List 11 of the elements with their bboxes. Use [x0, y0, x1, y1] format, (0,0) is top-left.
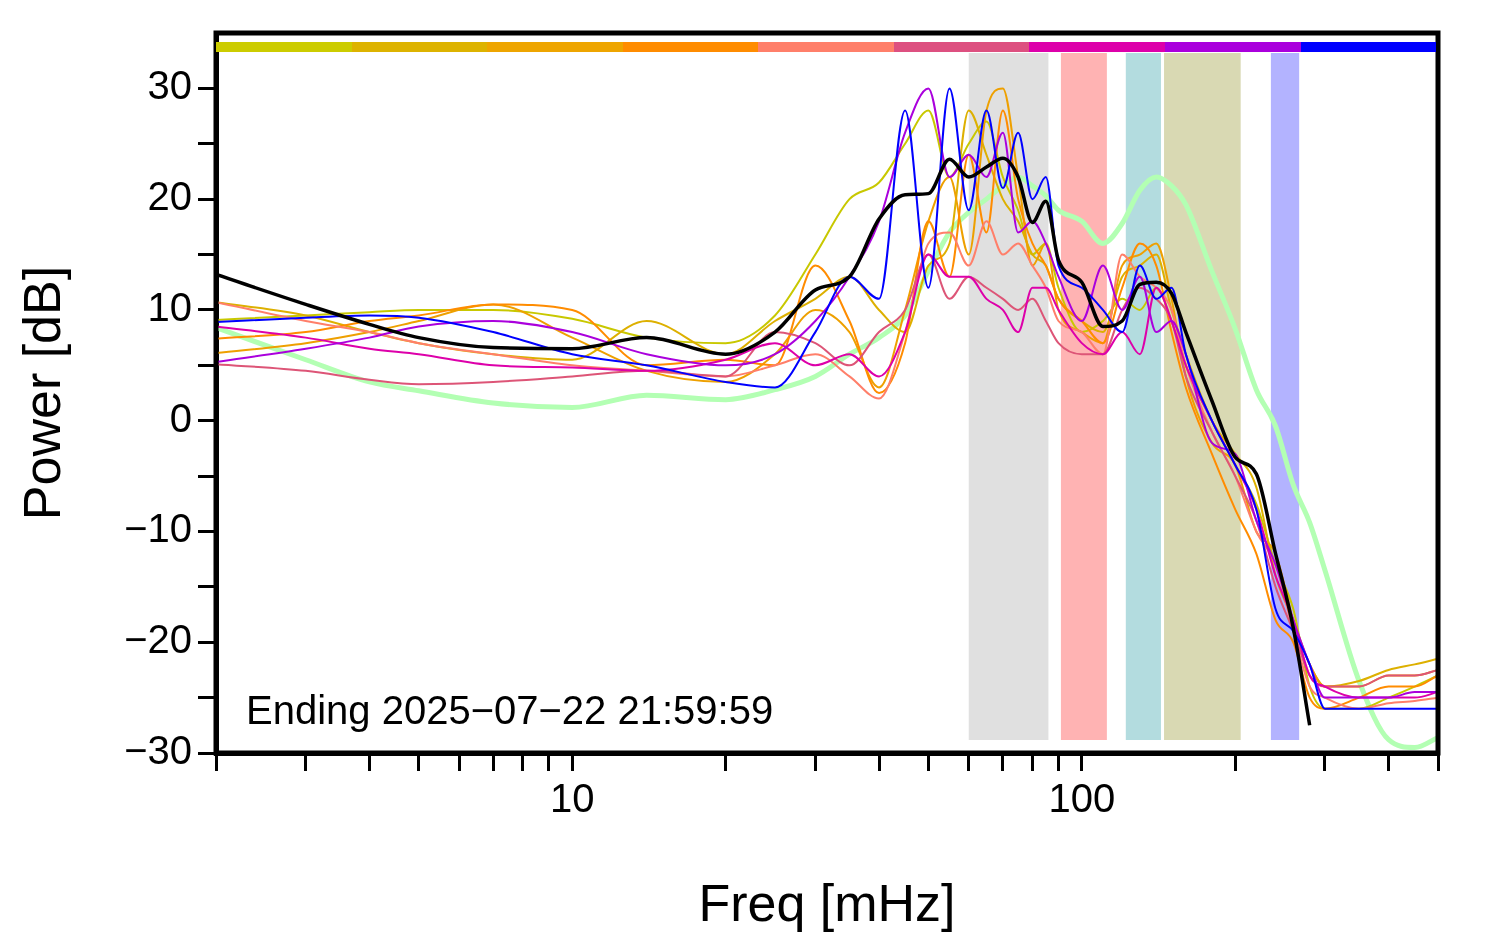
annotation: Ending 2025−07−22 21:59:59	[246, 688, 774, 733]
y-tick-label: 30	[147, 63, 192, 108]
y-tick-label: −20	[124, 617, 192, 662]
x-tick-label: 100	[1048, 776, 1116, 821]
y-tick-label: −30	[124, 728, 192, 773]
y-tick-label: 0	[169, 395, 192, 440]
y-tick-label: −10	[124, 506, 192, 551]
x-axis-title: Freq [mHz]	[698, 874, 956, 933]
y-tick-label: 20	[147, 174, 192, 219]
y-tick-label: 10	[147, 284, 192, 329]
y-axis-title: Power [dB]	[12, 265, 71, 521]
